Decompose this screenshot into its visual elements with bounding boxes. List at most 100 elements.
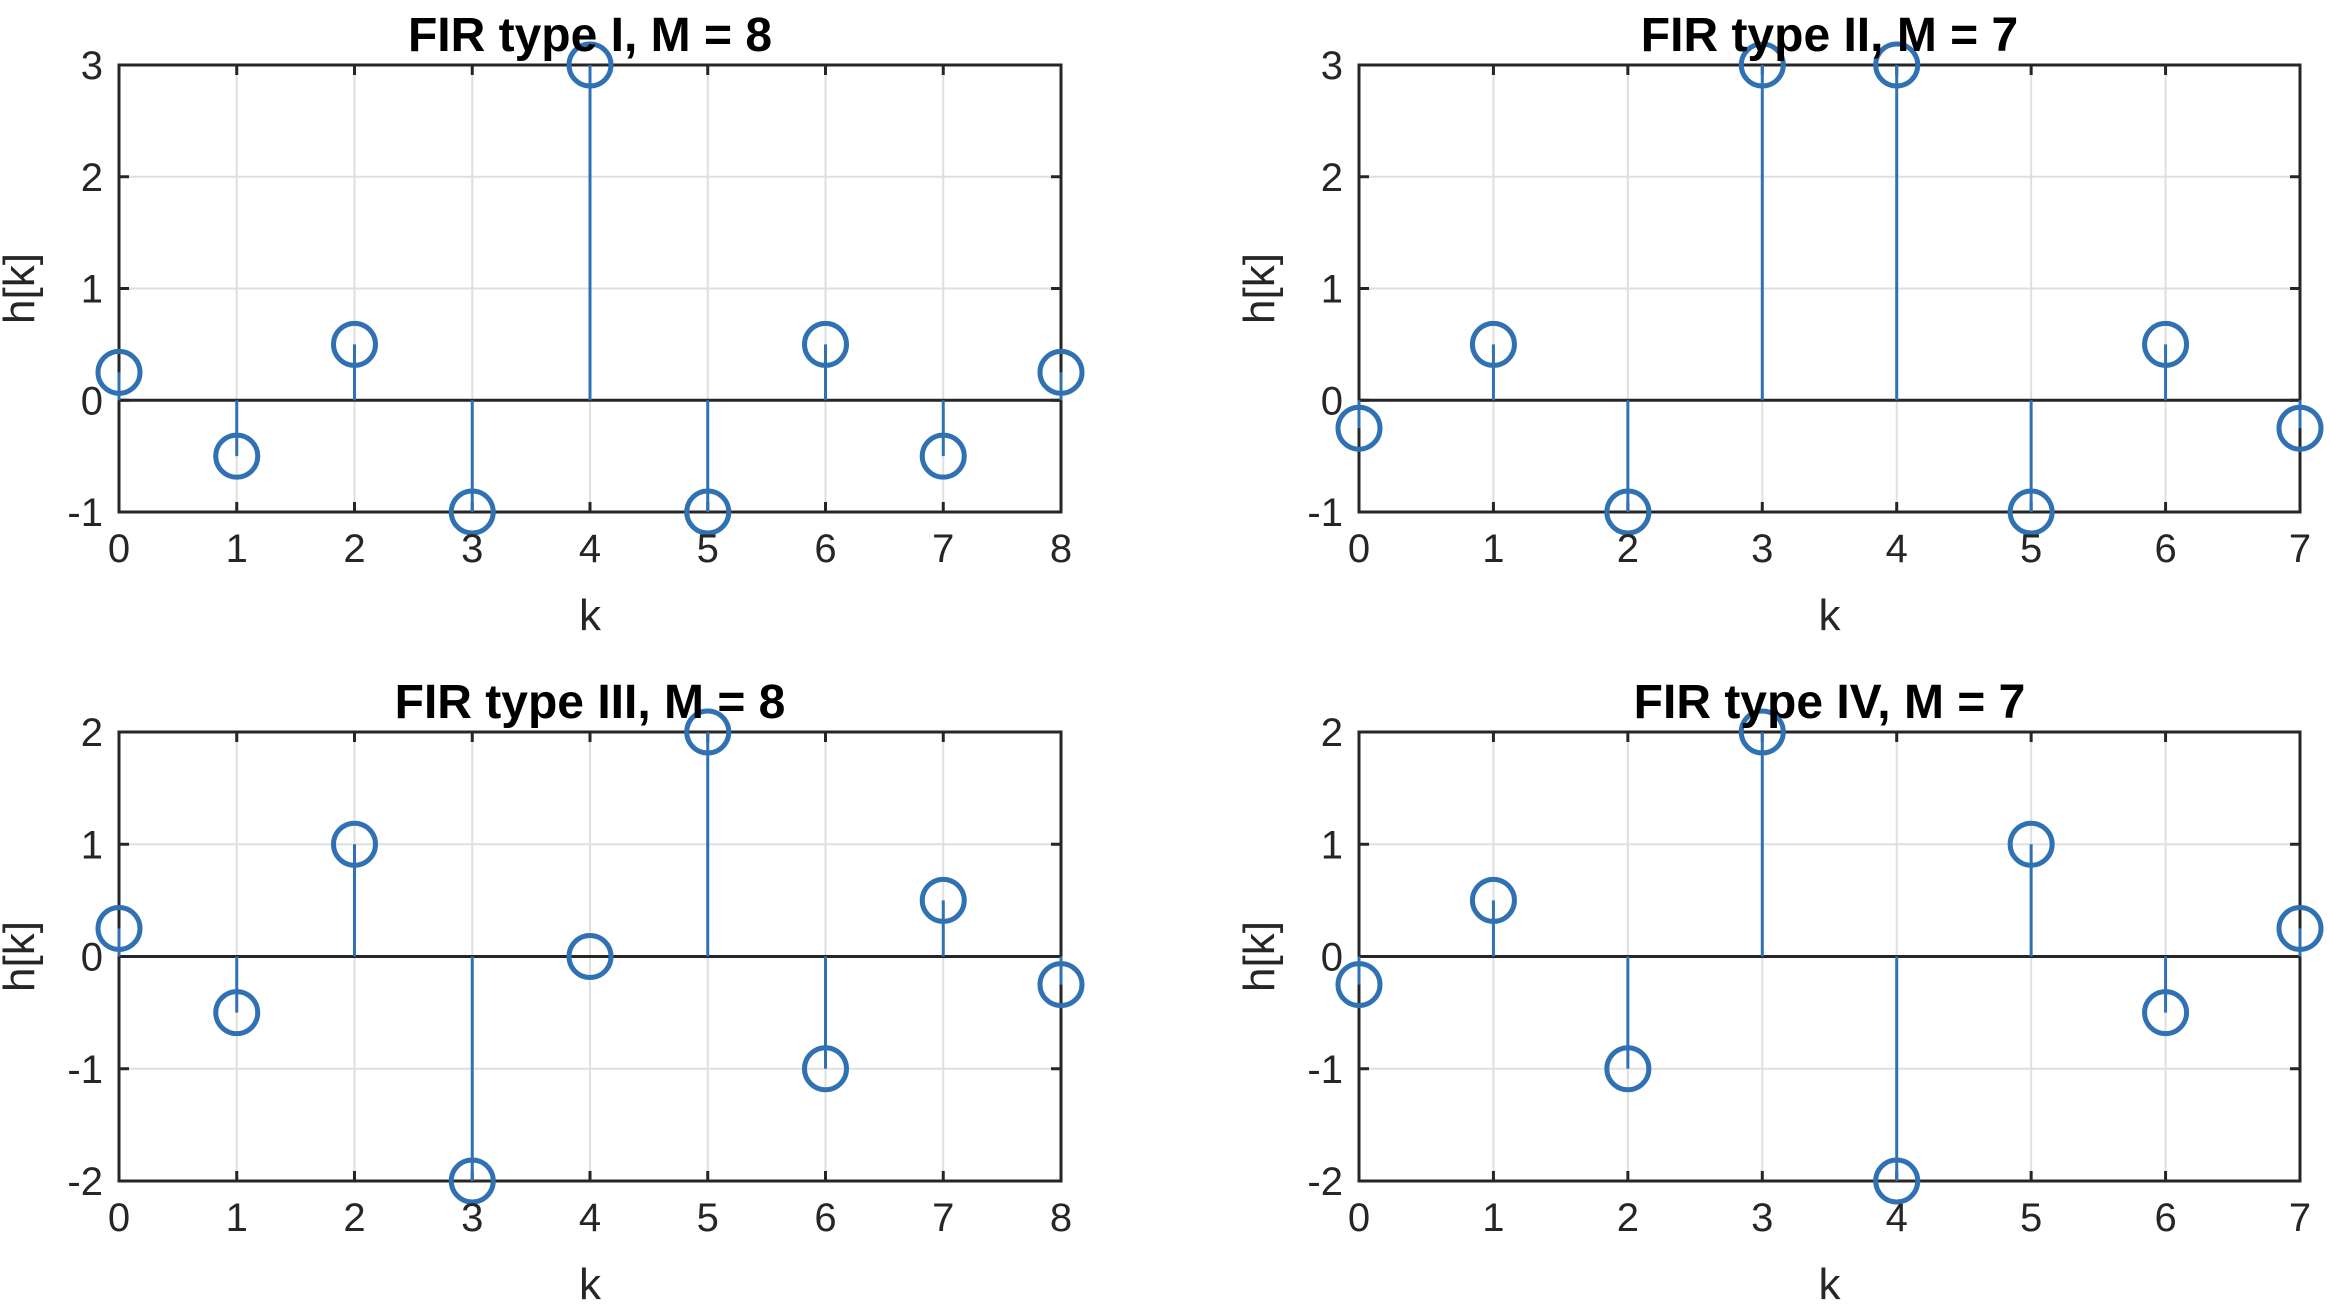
stem-marker [1873,1157,1921,1205]
x-tick-label: 1 [1482,527,1504,571]
stem-marker [331,820,378,868]
stem-marker [1335,404,1383,452]
y-tick-label: 1 [1321,823,1343,867]
x-tick-label: 5 [2020,527,2042,571]
stem-marker [1604,488,1652,536]
y-tick-label: -2 [1307,1160,1343,1204]
subplot-title: FIR type II, M = 7 [1641,9,2018,62]
stem-marker [95,904,143,952]
y-tick-label: 2 [1321,711,1343,755]
x-tick-label: 5 [697,527,719,571]
x-tick-label: 1 [226,1196,248,1240]
stem-marker [1873,41,1921,89]
stem-marker [566,41,614,89]
stem-marker [2276,404,2324,452]
y-tick-label: -1 [67,1048,103,1092]
y-axis-label: h[k] [0,921,44,992]
x-tick-label: 7 [2289,527,2311,571]
y-tick-label: -1 [1307,491,1343,535]
x-tick-label: 6 [2154,527,2176,571]
stem-marker [919,876,967,924]
y-tick-label: 3 [81,44,103,88]
y-axis-label: h[k] [1235,921,1284,992]
x-tick-label: 4 [579,527,601,571]
x-tick-label: 4 [579,1196,601,1240]
stem-marker [1335,961,1383,1009]
y-tick-label: 0 [81,936,103,980]
stem-marker [1469,876,1517,924]
stem-marker [802,1045,849,1093]
x-tick-label: 0 [1348,1196,1370,1240]
stem-marker [566,933,614,980]
y-tick-label: -1 [67,491,103,535]
x-tick-label: 1 [226,527,248,571]
y-tick-label: 1 [81,268,103,312]
stem-marker [684,708,732,756]
x-tick-label: 4 [1886,1196,1908,1240]
x-tick-label: 6 [2154,1196,2176,1240]
stem-marker [684,488,732,536]
stem-marker [1037,961,1085,1009]
x-tick-label: 2 [343,1196,365,1240]
x-axis-label: k [579,591,602,640]
stem-marker [2142,989,2190,1037]
stem-marker [1604,1045,1652,1093]
y-tick-label: 2 [81,711,103,755]
y-axis-label: h[k] [1235,253,1284,324]
x-tick-label: 0 [1348,527,1370,571]
y-tick-label: 0 [81,379,103,423]
x-tick-label: 7 [932,1196,954,1240]
stem-marker [2276,904,2324,952]
stem-marker [1469,320,1517,368]
stem-marker [1738,708,1786,756]
stem-marker [448,1157,496,1205]
x-tick-label: 5 [2020,1196,2042,1240]
stem-marker [2007,820,2055,868]
x-axis-label: k [1819,1260,1842,1309]
y-tick-label: 2 [1321,156,1343,200]
stem-marker [802,320,849,368]
x-tick-label: 5 [697,1196,719,1240]
x-tick-label: 6 [814,1196,836,1240]
stem-marker [95,348,143,396]
x-tick-label: 1 [1482,1196,1504,1240]
x-axis-label: k [579,1260,602,1309]
y-tick-label: 1 [1321,268,1343,312]
y-tick-label: 3 [1321,44,1343,88]
subplot-title: FIR type III, M = 8 [395,676,786,729]
x-tick-label: 8 [1050,527,1072,571]
subplot-title: FIR type I, M = 8 [408,9,772,62]
x-tick-label: 6 [814,527,836,571]
stem-marker [2007,488,2055,536]
x-tick-label: 2 [1617,527,1639,571]
stem-marker [919,432,967,480]
stem-marker [2142,320,2190,368]
x-tick-label: 4 [1886,527,1908,571]
x-tick-label: 0 [108,527,130,571]
stem-marker [1738,41,1786,89]
y-tick-label: 0 [1321,379,1343,423]
x-tick-label: 2 [1617,1196,1639,1240]
y-tick-label: 0 [1321,936,1343,980]
stem-marker [1037,348,1085,396]
stem-marker [213,432,261,480]
x-tick-label: 8 [1050,1196,1072,1240]
x-tick-label: 0 [108,1196,130,1240]
subplot-3: 0 1 2 3 4 5 6 7 8 -2 -1 0 1 2 FIR type III, M = 8 k h[k] [0,676,1085,1309]
stem-marker [331,320,378,368]
y-tick-label: 2 [81,156,103,200]
subplot-title: FIR type IV, M = 7 [1634,676,2026,729]
x-tick-label: 3 [461,527,483,571]
x-tick-label: 2 [343,527,365,571]
y-tick-label: -1 [1307,1048,1343,1092]
y-tick-label: -2 [67,1160,103,1204]
y-axis-label: h[k] [0,253,44,324]
x-tick-label: 7 [2289,1196,2311,1240]
y-tick-label: 1 [81,823,103,867]
x-tick-label: 3 [1751,1196,1773,1240]
stem-marker [448,488,496,536]
